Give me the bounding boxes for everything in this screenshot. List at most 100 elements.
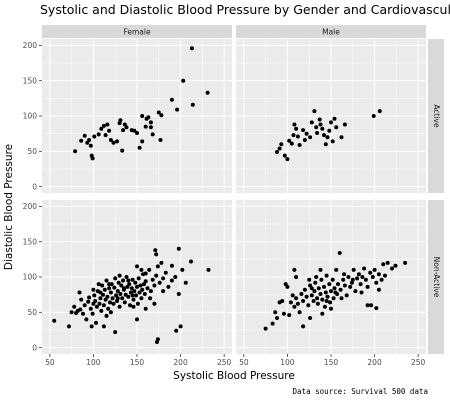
data-point [320,311,325,316]
data-point [299,292,304,296]
data-point [374,280,379,285]
data-point [108,300,112,305]
data-point [158,138,163,142]
data-point [318,292,323,296]
data-point [183,280,188,285]
data-point [317,117,322,122]
data-point [87,138,92,142]
data-point [52,318,57,323]
y-tick-label: 100 [23,112,38,121]
data-point [319,277,324,282]
data-point [332,286,337,291]
data-point [315,296,320,301]
data-point [105,122,110,127]
column-strip-label: Female [123,28,151,37]
data-point [113,330,118,335]
data-point [133,280,138,285]
data-point [87,295,92,300]
data-point [313,280,318,285]
data-point [285,157,290,162]
data-point [152,301,157,306]
data-point [134,293,139,298]
data-point [131,304,136,309]
data-point [129,286,134,291]
x-tick-label: 200 [173,358,188,367]
data-point [393,263,398,268]
row-strip-non-active: Non-Active [428,200,444,354]
x-tick-label: 250 [411,358,426,367]
data-source-caption: Data source: Survival 500 data [293,387,428,396]
data-point [363,277,368,282]
data-point [294,296,299,301]
data-point [339,135,344,140]
data-point [154,252,159,257]
y-tick-label: 150 [23,76,38,85]
data-point [115,289,120,294]
data-point [205,90,210,95]
data-point [77,290,82,295]
data-point [157,280,162,285]
data-point [356,272,361,277]
data-point [295,134,300,139]
data-point [161,276,166,281]
data-point [333,290,338,295]
data-point [353,289,358,294]
data-point [315,131,320,135]
data-point [169,263,174,268]
data-point [163,270,168,275]
data-point [143,271,148,276]
x-axis-title: Systolic Blood Pressure [173,370,295,382]
data-point [346,275,351,279]
data-point [126,294,131,299]
data-point [334,125,339,130]
data-point [155,264,160,269]
data-point [275,150,279,154]
data-point [287,138,292,143]
data-point [301,324,306,329]
data-point [355,276,360,281]
data-point [322,284,326,289]
data-point [301,128,306,133]
data-point [175,107,180,112]
data-point [121,278,126,283]
data-point [111,140,116,145]
data-point [376,287,381,292]
data-point [322,133,326,138]
data-point [135,317,139,322]
y-tick-label: 50 [27,308,37,317]
data-point [132,289,137,294]
data-point [308,135,313,140]
data-point [292,267,297,272]
data-point [135,264,139,269]
data-point [166,284,171,289]
row-strip-label: Active [432,104,441,128]
data-point [159,260,164,265]
data-point [86,299,91,304]
data-point [108,138,113,142]
y-tick-label: 150 [23,237,38,246]
data-point [318,267,323,272]
data-point [159,113,164,118]
data-point [297,310,302,315]
data-point [322,304,327,309]
data-point [285,284,290,289]
data-point [140,114,145,118]
data-point [113,276,118,281]
data-point [92,293,97,298]
data-point [117,304,122,309]
data-point [101,324,106,329]
data-point [329,306,333,311]
y-tick-label: 50 [27,147,37,156]
data-point [96,132,101,137]
y-tick-label: 0 [32,182,37,191]
data-point [327,282,332,287]
data-point [136,276,141,281]
data-point [122,300,127,305]
data-point [107,286,112,291]
x-tick-label: 100 [280,358,295,367]
data-point [342,272,347,277]
y-axis-title: Diastolic Blood Pressure [3,144,15,270]
data-point [390,266,394,271]
data-point [73,149,78,154]
y-tick-label: 200 [23,41,38,50]
